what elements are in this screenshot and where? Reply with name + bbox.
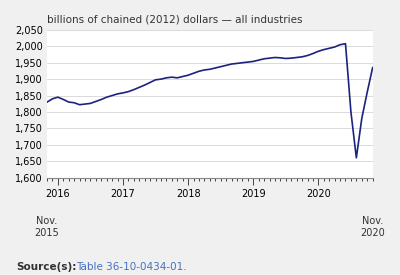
Text: billions of chained (2012) dollars — all industries: billions of chained (2012) dollars — all… <box>47 15 302 25</box>
Text: Table 36-10-0434-01.: Table 36-10-0434-01. <box>76 262 187 271</box>
Text: Nov.
2020: Nov. 2020 <box>360 216 385 238</box>
Text: Nov.
2015: Nov. 2015 <box>35 216 60 238</box>
Text: Source(s):: Source(s): <box>16 262 76 271</box>
